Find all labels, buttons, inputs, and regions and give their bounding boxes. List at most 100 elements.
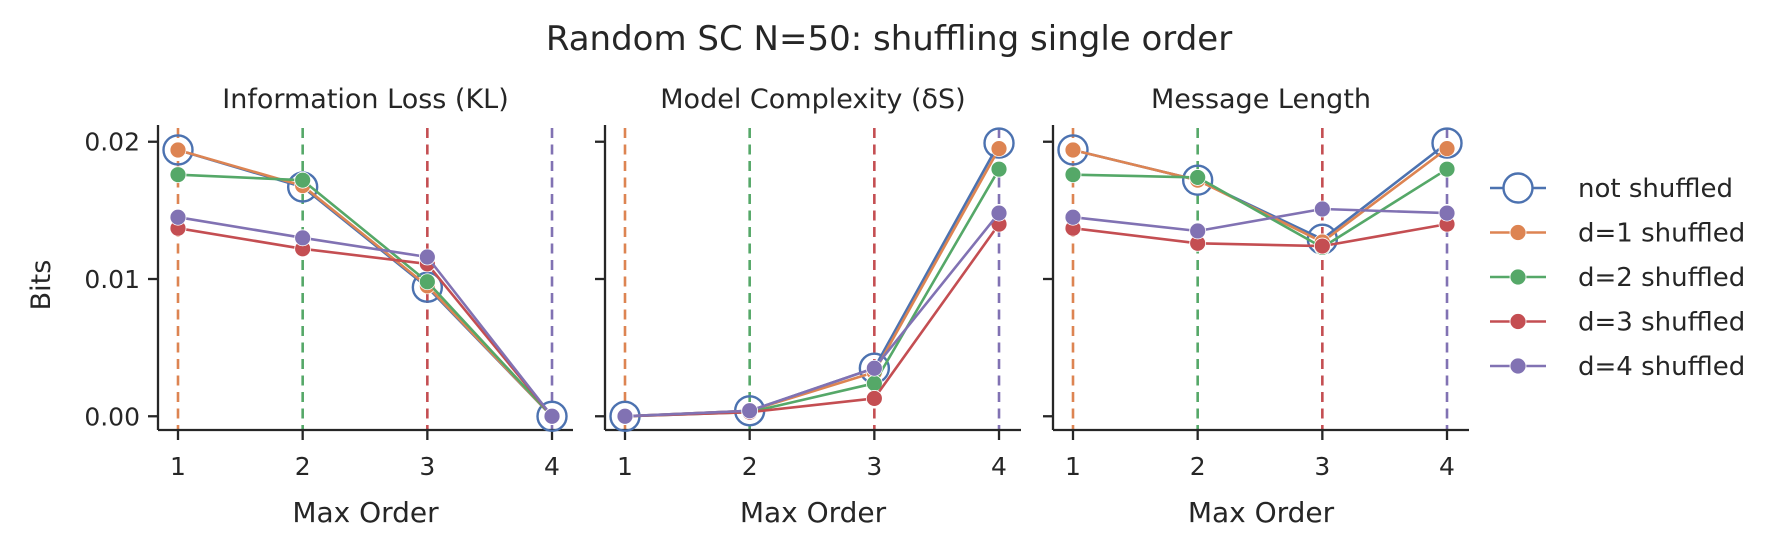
panels: Information Loss (KL) 0.00 0.01 0.02 1 2 3 4 Max… xyxy=(84,84,1469,529)
series-line xyxy=(177,148,553,418)
data-point xyxy=(990,204,1008,222)
series-line xyxy=(177,215,554,418)
data-point xyxy=(1313,200,1331,218)
series-d-3-shuffled xyxy=(169,219,561,425)
series-line xyxy=(177,173,553,418)
data-point xyxy=(294,171,312,189)
x-tick-label: 2 xyxy=(295,452,311,481)
figure-title: Random SC N=50: shuffling single order xyxy=(546,19,1232,59)
series-d-4-shuffled xyxy=(169,208,561,425)
legend-label: d=2 shuffled xyxy=(1578,263,1745,293)
data-point xyxy=(169,141,187,159)
x-tick-label: 2 xyxy=(1190,452,1206,481)
legend: not shuffled d=1 shuffled d=2 shuffled d=3 … xyxy=(1490,172,1745,382)
series-d-1-shuffled xyxy=(616,140,1008,425)
series-not-shuffled xyxy=(609,127,1015,432)
x-tick-label: 3 xyxy=(866,452,882,481)
legend-label: d=4 shuffled xyxy=(1578,352,1745,382)
x-tick-label: 4 xyxy=(991,452,1007,481)
data-point xyxy=(990,140,1008,157)
legend-item: d=4 shuffled xyxy=(1490,352,1745,382)
series-line xyxy=(177,226,554,418)
series-d-4-shuffled xyxy=(616,204,1008,425)
legend-item: d=1 shuffled xyxy=(1490,219,1745,249)
series-d-4-shuffled xyxy=(1064,200,1456,240)
series-line xyxy=(624,212,1001,418)
x-axis-label: Max Order xyxy=(292,496,439,529)
legend-label: not shuffled xyxy=(1578,174,1733,204)
data-point xyxy=(418,273,436,291)
series-line xyxy=(1072,222,1448,248)
x-tick-label: 3 xyxy=(419,452,435,481)
y-tick-label: 0.02 xyxy=(84,128,140,157)
data-point xyxy=(1438,204,1456,222)
series-d-3-shuffled xyxy=(616,215,1008,425)
series-line xyxy=(1072,168,1448,249)
data-point xyxy=(990,160,1008,178)
x-axis-label: Max Order xyxy=(740,496,887,529)
data-point xyxy=(294,229,312,247)
data-point xyxy=(1064,208,1082,226)
y-axis-label: Bits xyxy=(26,260,57,311)
legend-item: not shuffled xyxy=(1490,172,1733,204)
panel-3: Message Length 1 2 3 4 Max Order xyxy=(1043,84,1469,529)
x-axis-label: Max Order xyxy=(1188,496,1335,529)
legend-marker xyxy=(1509,357,1527,375)
legend-label: d=1 shuffled xyxy=(1578,219,1745,249)
panel-1: Information Loss (KL) 0.00 0.01 0.02 1 2 3 4 Max… xyxy=(84,84,573,529)
panel-2: Model Complexity (δS) 1 2 3 4 Max Order xyxy=(595,84,1021,529)
series-not-shuffled xyxy=(162,134,568,432)
x-tick-label: 4 xyxy=(1439,452,1455,481)
series-d-1-shuffled xyxy=(169,141,561,425)
data-point xyxy=(418,248,436,266)
series-line xyxy=(1072,147,1448,244)
legend-item: d=3 shuffled xyxy=(1490,308,1745,338)
data-point-open xyxy=(162,134,194,166)
data-point xyxy=(169,166,187,184)
data-point xyxy=(1438,160,1456,178)
panel-title: Message Length xyxy=(1151,84,1371,115)
x-tick-label: 3 xyxy=(1314,452,1330,481)
data-point-open xyxy=(983,127,1015,159)
x-tick-label: 1 xyxy=(617,452,633,481)
legend-label: d=3 shuffled xyxy=(1578,308,1745,338)
series-line xyxy=(624,223,1001,418)
data-point-open xyxy=(1057,134,1089,166)
data-point xyxy=(1189,222,1207,240)
series-line xyxy=(624,142,1001,418)
data-point xyxy=(1438,140,1456,157)
data-point-open xyxy=(536,400,568,432)
x-tick-label: 1 xyxy=(1065,452,1081,481)
series-d-2-shuffled xyxy=(1064,160,1456,256)
y-tick-label: 0.01 xyxy=(84,265,140,294)
data-point xyxy=(543,407,561,425)
x-tick-label: 1 xyxy=(170,452,186,481)
panel-title: Model Complexity (δS) xyxy=(660,84,965,115)
series-d-2-shuffled xyxy=(169,166,561,425)
legend-item: d=2 shuffled xyxy=(1490,263,1745,293)
data-point xyxy=(1064,141,1082,159)
series-line xyxy=(1072,207,1448,233)
data-point xyxy=(1313,237,1331,255)
legend-marker-open xyxy=(1502,172,1534,204)
data-point xyxy=(865,359,883,377)
data-point xyxy=(741,402,759,420)
series-line xyxy=(177,148,553,418)
x-tick-label: 2 xyxy=(742,452,758,481)
data-point-open xyxy=(1431,127,1463,159)
data-point xyxy=(1064,166,1082,184)
x-tick-label: 4 xyxy=(544,452,560,481)
data-point xyxy=(169,208,187,226)
series-line xyxy=(624,168,1001,418)
data-point-open xyxy=(1181,164,1214,196)
data-point xyxy=(1189,169,1207,186)
y-tick-label: 0.00 xyxy=(84,402,140,431)
legend-marker xyxy=(1509,268,1527,286)
data-point-open xyxy=(411,271,444,303)
legend-marker xyxy=(1509,224,1527,241)
panel-title: Information Loss (KL) xyxy=(222,84,509,115)
data-point xyxy=(865,390,883,407)
legend-marker xyxy=(1509,313,1527,330)
